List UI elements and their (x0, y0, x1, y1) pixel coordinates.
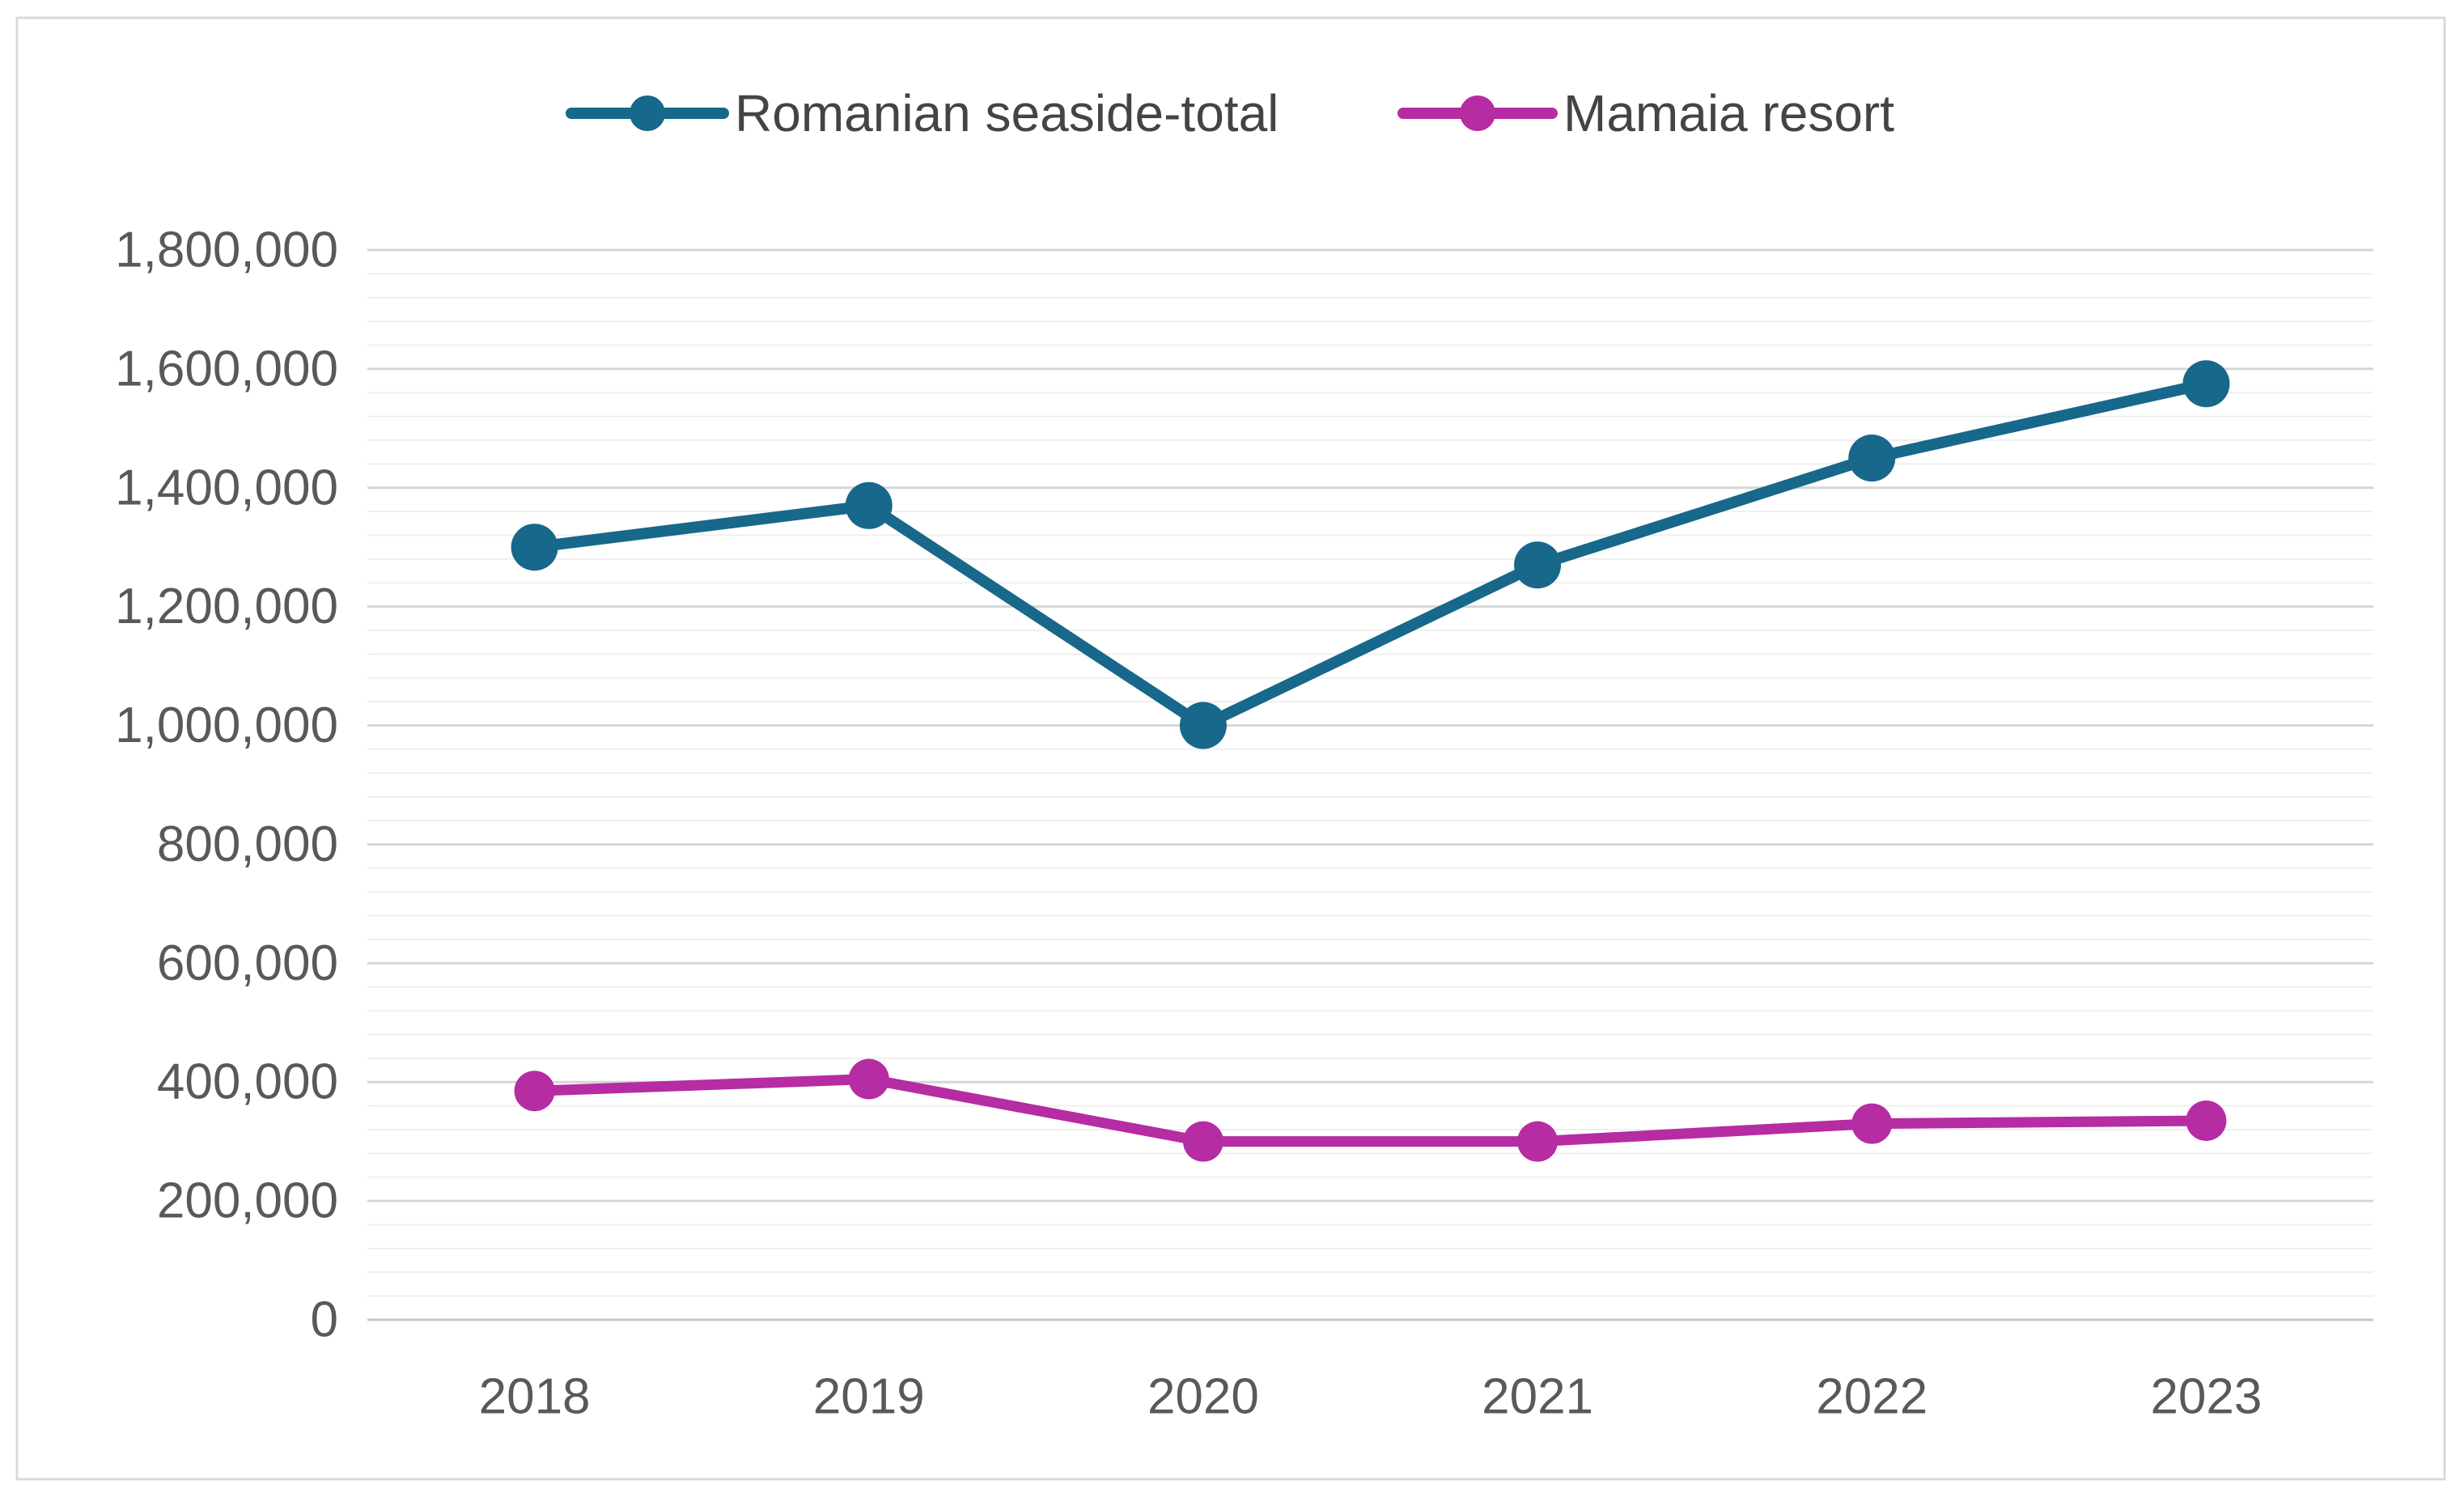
chart-border (15, 16, 2446, 1481)
legend-circle-marker (630, 95, 665, 131)
y-tick-label: 1,800,000 (115, 223, 338, 278)
y-axis-labels: 0 200,000 400,000 600,000 800,000 1,000,000 1,… (115, 223, 338, 1348)
x-tick-label: 2020 (1147, 1369, 1259, 1425)
data-point-marker-mamaia-resort-2021 (1517, 1121, 1559, 1162)
y-tick-label: 200,000 (157, 1173, 338, 1229)
data-point-marker-romanian-seaside-total-2023 (2182, 360, 2230, 408)
data-point-marker-mamaia-resort-2018 (514, 1071, 555, 1112)
legend-item-romanian-seaside-total: Romanian seaside-total (566, 84, 1279, 142)
y-tick-label: 800,000 (157, 816, 338, 872)
data-point-marker-mamaia-resort-2022 (1851, 1103, 1893, 1144)
y-tick-label: 1,000,000 (115, 698, 338, 753)
y-tick-label: 1,400,000 (115, 460, 338, 515)
data-point-marker-romanian-seaside-total-2021 (1514, 541, 1562, 589)
y-tick-label: 1,200,000 (115, 579, 338, 634)
data-point-marker-mamaia-resort-2023 (2186, 1100, 2227, 1141)
x-tick-label: 2018 (479, 1369, 591, 1425)
series-line-romanian-seaside-total (528, 378, 2212, 732)
legend-label: Mamaia resort (1563, 84, 1894, 142)
series-line-mamaia-resort (529, 1074, 2212, 1147)
data-point-marker-mamaia-resort-2020 (1182, 1121, 1224, 1162)
y-tick-label: 400,000 (157, 1054, 338, 1110)
x-axis-labels: 2018 2019 2020 2021 2022 2023 (479, 1369, 2263, 1425)
data-point-marker-mamaia-resort-2019 (848, 1058, 889, 1100)
minor-gridlines (367, 273, 2373, 1297)
legend-item-mamaia-resort: Mamaia resort (1397, 84, 1894, 142)
y-tick-label: 0 (311, 1292, 338, 1348)
series-romanian-seaside-total (511, 360, 2230, 749)
legend-label: Romanian seaside-total (735, 84, 1279, 142)
x-tick-label: 2022 (1816, 1369, 1928, 1425)
data-point-marker-romanian-seaside-total-2022 (1848, 435, 1896, 482)
legend-circle-marker (1460, 95, 1495, 131)
x-tick-label: 2019 (813, 1369, 925, 1425)
x-tick-label: 2023 (2150, 1369, 2262, 1425)
series-mamaia-resort (514, 1058, 2227, 1162)
data-point-marker-romanian-seaside-total-2019 (845, 481, 893, 529)
major-gridlines (367, 248, 2373, 1321)
y-tick-label: 600,000 (157, 935, 338, 991)
x-tick-label: 2021 (1482, 1369, 1593, 1425)
legend: Romanian seaside-total Mamaia resort (566, 84, 1894, 142)
y-tick-label: 1,600,000 (115, 341, 338, 397)
data-point-marker-romanian-seaside-total-2018 (511, 524, 558, 571)
data-point-marker-romanian-seaside-total-2020 (1179, 702, 1227, 749)
